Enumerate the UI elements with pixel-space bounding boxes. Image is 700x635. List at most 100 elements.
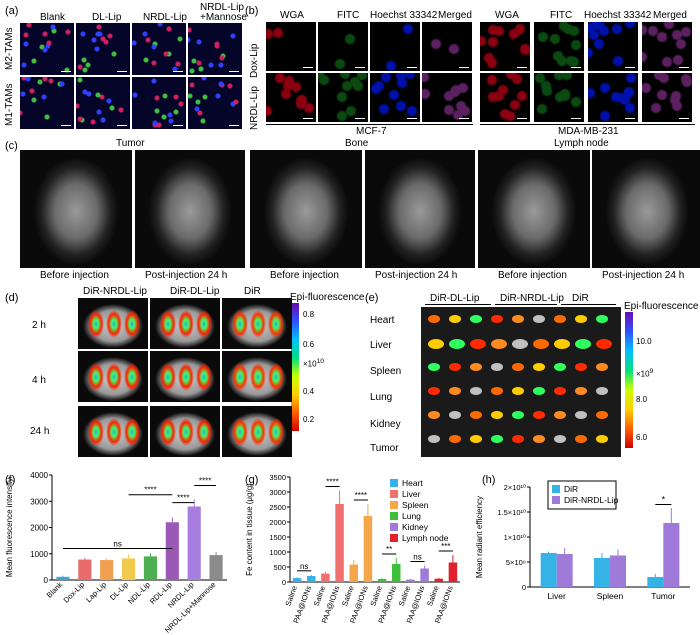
h-bar xyxy=(610,555,626,587)
e-organ-blob xyxy=(575,387,587,395)
b-micrograph xyxy=(588,22,638,71)
g-bar xyxy=(406,579,415,582)
e-organ-blob xyxy=(554,387,566,395)
c-scan-caption: Post-injection 24 h xyxy=(602,270,685,281)
e-organ-lung: Lung xyxy=(370,392,393,403)
c-mri-scan xyxy=(478,150,590,268)
f-bar xyxy=(56,576,70,580)
e-organ-blob xyxy=(470,315,482,323)
c-scan-caption: Before injection xyxy=(40,270,109,281)
e-col-1: DiR-DL-Lip xyxy=(430,293,480,304)
g-legend-label: Kidney xyxy=(402,522,429,532)
e-organ-blob xyxy=(575,363,587,371)
e-organ-blob xyxy=(596,411,608,419)
g-sig-mark: ns xyxy=(413,553,421,562)
b-col-wga-2: WGA xyxy=(495,10,519,21)
g-y-label: Fe content in tissue (μg/g) xyxy=(245,483,254,576)
b-col-fitc-2: FITC xyxy=(550,10,573,21)
b-micrograph xyxy=(266,73,316,122)
a-col-nrdl-lip: NRDL-Lip xyxy=(143,12,187,23)
f-y-tick: 4000 xyxy=(30,471,48,480)
b-micrograph xyxy=(318,73,368,122)
e-col-line-2 xyxy=(495,304,557,305)
e-organ-blob xyxy=(575,411,587,419)
e-organ-blob xyxy=(533,411,545,419)
c-site-bone: Bone xyxy=(345,138,369,149)
g-y-tick: 3000 xyxy=(269,488,286,497)
g-legend-label: Lymph node xyxy=(402,533,449,543)
e-organ-blob xyxy=(428,411,440,419)
e-organ-blob xyxy=(449,387,461,395)
e-organ-blob xyxy=(533,363,545,371)
chart-f: (f) 0 1000 2000 3000 4000 Mean fluorescence in… xyxy=(5,471,227,635)
e-organ-blob xyxy=(533,435,545,443)
h-y-tick: 5×10⁹ xyxy=(506,558,526,567)
c-mri-scan xyxy=(592,150,700,268)
g-sig-mark: ** xyxy=(386,545,392,554)
h-legend-label: DiR-NRDL-Lip xyxy=(564,495,619,505)
panel-g-label: (g) xyxy=(245,474,258,486)
g-bar xyxy=(307,576,316,582)
e-col-line-1 xyxy=(425,304,491,305)
g-y-tick: 1000 xyxy=(269,548,286,557)
c-site-lymph: Lymph node xyxy=(554,138,609,149)
e-organ-blob xyxy=(596,387,608,395)
b-micrograph xyxy=(480,73,530,122)
g-legend-swatch xyxy=(390,523,398,531)
g-legend-swatch xyxy=(390,490,398,498)
e-organ-blob xyxy=(512,387,524,395)
e-organ-blob xyxy=(428,435,440,443)
e-organ-blob xyxy=(491,387,503,395)
e-organ-blob xyxy=(449,435,461,443)
g-bar xyxy=(363,516,373,582)
a-micrograph xyxy=(76,23,130,75)
g-legend-label: Heart xyxy=(402,478,423,488)
d-scale-unit-base: ×10 xyxy=(303,359,317,369)
h-y-tick: 0 xyxy=(522,583,526,592)
b-micrograph xyxy=(266,22,316,71)
f-bar xyxy=(143,556,157,580)
g-y-tick: 1500 xyxy=(269,533,286,542)
c-scan-caption: Post-injection 24 h xyxy=(375,270,458,281)
e-organ-blob xyxy=(575,339,591,349)
e-organ-blob xyxy=(533,315,545,323)
e-organ-blob xyxy=(596,435,608,443)
e-scale-title: Epi-fluorescence xyxy=(624,301,699,312)
g-y-tick: 2500 xyxy=(269,503,286,512)
d-scale-title: Epi-fluorescence xyxy=(290,292,365,303)
c-mri-scan xyxy=(135,150,245,268)
e-organ-blob xyxy=(554,363,566,371)
e-organ-blob xyxy=(533,387,545,395)
g-bar xyxy=(392,564,401,582)
d-scale-unit: ×1010 xyxy=(303,358,324,369)
a-col-blank: Blank xyxy=(40,12,66,23)
e-organ-heart: Heart xyxy=(370,315,395,326)
e-organ-blob xyxy=(554,315,566,323)
f-y-tick: 1000 xyxy=(30,550,48,559)
b-micrograph xyxy=(534,73,584,122)
f-bar xyxy=(187,506,201,580)
b-group-line-1 xyxy=(266,124,473,125)
e-organ-blob xyxy=(554,339,570,349)
g-bar xyxy=(377,579,387,582)
g-bar xyxy=(420,568,429,582)
e-col-line-3 xyxy=(561,304,616,305)
d-row-24h: 24 h xyxy=(30,426,50,437)
e-organ-blob xyxy=(512,411,524,419)
g-bar xyxy=(434,578,443,582)
e-organ-blob xyxy=(470,339,486,349)
e-organ-tumor: Tumor xyxy=(370,443,399,454)
e-organ-blob xyxy=(470,435,482,443)
c-scan-caption: Before injection xyxy=(270,270,339,281)
f-y-tick: 2000 xyxy=(30,524,48,533)
e-scale-tick-2: 6.0 xyxy=(636,433,648,442)
b-micrograph xyxy=(534,22,584,71)
panel-a-label: (a) xyxy=(5,5,19,17)
a-micrograph xyxy=(76,77,130,129)
e-organ-blob xyxy=(491,339,507,349)
h-x-tick: Tumor xyxy=(651,591,675,601)
d-mouse-image xyxy=(222,298,292,349)
e-col-2: DiR-NRDL-Lip xyxy=(500,293,564,304)
e-organ-blob xyxy=(512,339,528,349)
